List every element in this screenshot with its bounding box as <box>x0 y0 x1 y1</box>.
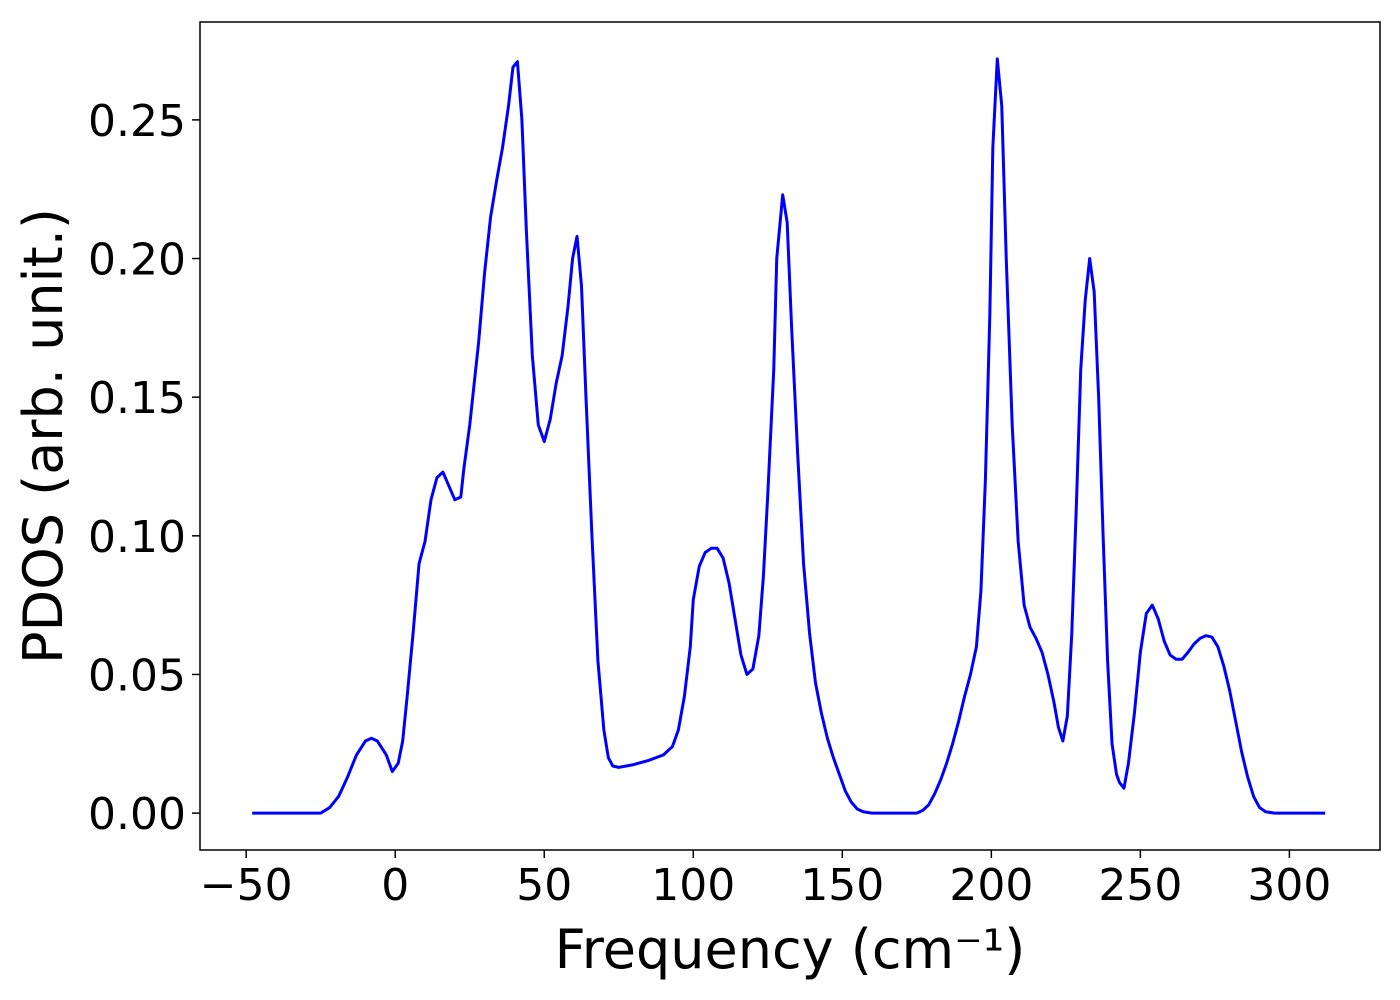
y-tick-label: 0.25 <box>88 96 186 147</box>
plot-frame <box>199 21 1381 851</box>
y-tick-label: 0.10 <box>88 512 186 563</box>
y-tick-label: 0.05 <box>88 650 186 701</box>
data-line <box>252 57 1326 815</box>
y-tick-label: 0.20 <box>88 235 186 286</box>
x-tick-label: −50 <box>200 860 293 911</box>
x-tick-label: 300 <box>1247 860 1331 911</box>
x-tick-label: 200 <box>949 860 1033 911</box>
x-tick-label: 250 <box>1098 860 1182 911</box>
y-axis-label: PDOS (arb. unit.) <box>12 208 75 664</box>
x-tick-label: 100 <box>651 860 735 911</box>
x-tick-label: 150 <box>800 860 884 911</box>
x-tick-label: 0 <box>381 860 409 911</box>
y-tick-label: 0.00 <box>88 789 186 840</box>
y-tick-label: 0.15 <box>88 373 186 424</box>
x-tick-label: 50 <box>516 860 572 911</box>
x-axis-label: Frequency (cm⁻¹) <box>555 918 1026 981</box>
